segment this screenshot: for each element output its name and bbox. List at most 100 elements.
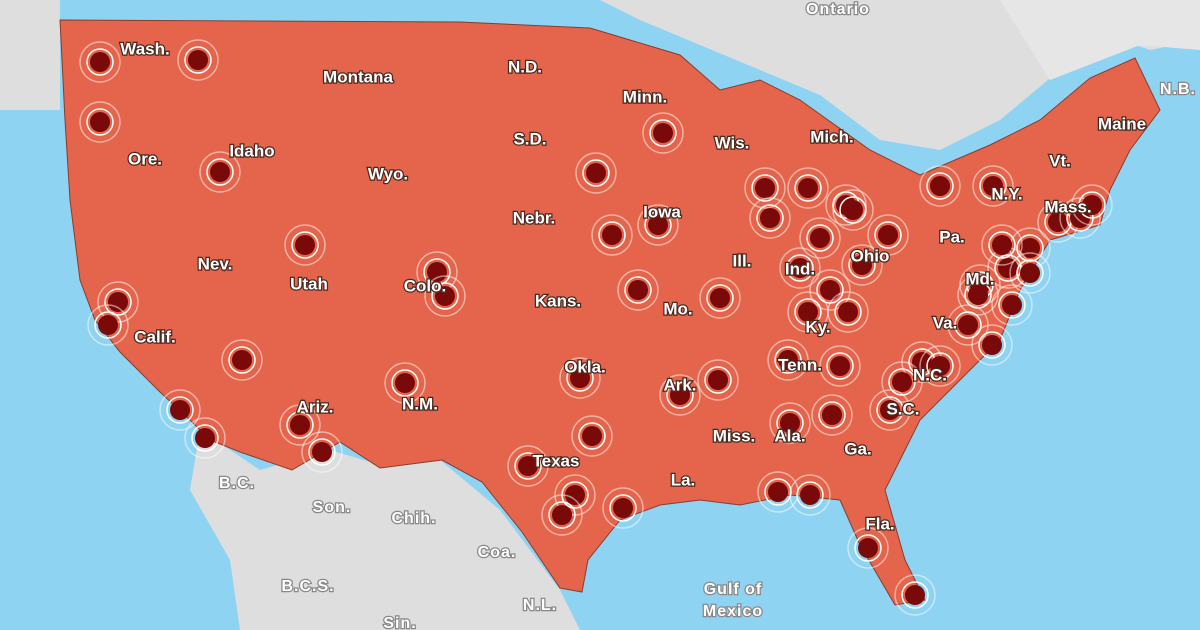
marker-ring [789,474,831,516]
marker [958,315,978,335]
marker [1082,195,1102,215]
canada-land-east [1000,0,1200,80]
place-label: Texas [533,451,580,470]
marker [1020,263,1040,283]
marker [780,413,800,433]
marker-ring [1071,184,1113,226]
marker-ring [839,196,867,224]
marker-ring [988,231,1016,259]
marker [90,112,110,132]
marker [822,405,842,425]
marker [195,428,215,448]
marker-ring [1016,234,1044,262]
marker [982,335,1002,355]
place-label: Son. [313,499,352,516]
marker-ring [86,48,114,76]
marker [800,485,820,505]
marker-ring [869,389,911,431]
place-label: Wash. [120,39,169,58]
marker [843,200,863,220]
marker-ring [991,284,1033,326]
marker [798,178,818,198]
marker-ring [591,214,633,256]
place-label: Gulf of [704,581,763,598]
marker-ring [644,211,672,239]
marker-ring [431,282,459,310]
marker-ring [774,346,802,374]
place-label: Ga. [844,439,871,458]
marker-ring [279,404,321,446]
place-label: N.C. [913,365,947,384]
marker [648,215,668,235]
marker [427,262,447,282]
marker-ring [659,374,701,416]
marker-ring [847,527,889,569]
place-label: B.C.S. [281,578,334,595]
marker-ring [841,244,883,286]
place-label: Okla. [564,357,606,376]
marker-ring [706,284,734,312]
marker [983,176,1003,196]
place-label: Ala. [774,426,805,445]
marker [852,255,872,275]
marker [760,208,780,228]
place-label: Montana [323,67,393,86]
marker-ring [184,417,226,459]
marker [905,585,925,605]
place-label: Sin. [383,615,416,630]
mexico-land [190,430,580,630]
marker [628,280,648,300]
marker-ring [876,396,904,424]
place-label: Ohio [851,246,890,265]
marker-ring [978,331,1006,359]
marker-ring [994,254,1022,282]
marker-ring [794,298,822,326]
place-label: Mo. [663,299,692,318]
marker [210,162,230,182]
marker-ring [666,381,694,409]
place-label: Minn. [623,87,667,106]
marker-ring [888,368,916,396]
marker-ring [1078,191,1106,219]
marker-ring [507,445,549,487]
marker-ring [541,494,583,536]
marker [810,228,830,248]
marker-ring [291,231,319,259]
marker-ring [582,159,610,187]
place-label: N.B. [1160,81,1196,98]
marker [968,285,988,305]
canada-land [0,0,1200,150]
marker [312,442,332,462]
marker [930,356,950,376]
marker-ring [575,152,617,194]
marker-ring [818,401,846,429]
place-label: B.C. [219,475,255,492]
marker [892,372,912,392]
marker [830,356,850,376]
marker [552,505,572,525]
marker-ring [87,304,129,346]
marker-ring [919,165,961,207]
marker-ring [602,487,644,529]
place-label: Ariz. [297,397,334,416]
place-label: Mass. [1044,197,1091,216]
marker-ring [811,394,853,436]
marker-ring [786,254,814,282]
place-label: Idaho [229,141,274,160]
place-label: N.Y. [991,184,1022,203]
marker [108,292,128,312]
marker-ring [809,269,851,311]
marker-ring [767,339,809,381]
marker [778,350,798,370]
marker-ring [384,362,426,404]
marker [435,286,455,306]
place-label: S.C. [886,399,919,418]
place-label: S.D. [513,129,546,148]
place-label: Colo. [404,276,447,295]
marker-ring [598,221,626,249]
marker-ring [609,494,637,522]
marker [992,235,1012,255]
marker [232,350,252,370]
marker-ring [971,324,1013,366]
marker [820,280,840,300]
